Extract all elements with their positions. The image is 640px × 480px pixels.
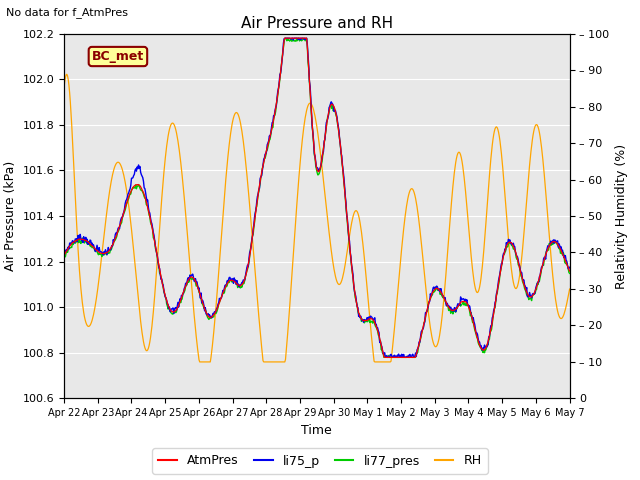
Text: No data for f_AtmPres: No data for f_AtmPres (6, 7, 129, 18)
Y-axis label: Relativity Humidity (%): Relativity Humidity (%) (615, 144, 628, 288)
Legend: AtmPres, li75_p, li77_pres, RH: AtmPres, li75_p, li77_pres, RH (152, 448, 488, 474)
Title: Air Pressure and RH: Air Pressure and RH (241, 16, 393, 31)
X-axis label: Time: Time (301, 424, 332, 437)
Text: BC_met: BC_met (92, 50, 144, 63)
Y-axis label: Air Pressure (kPa): Air Pressure (kPa) (4, 161, 17, 271)
